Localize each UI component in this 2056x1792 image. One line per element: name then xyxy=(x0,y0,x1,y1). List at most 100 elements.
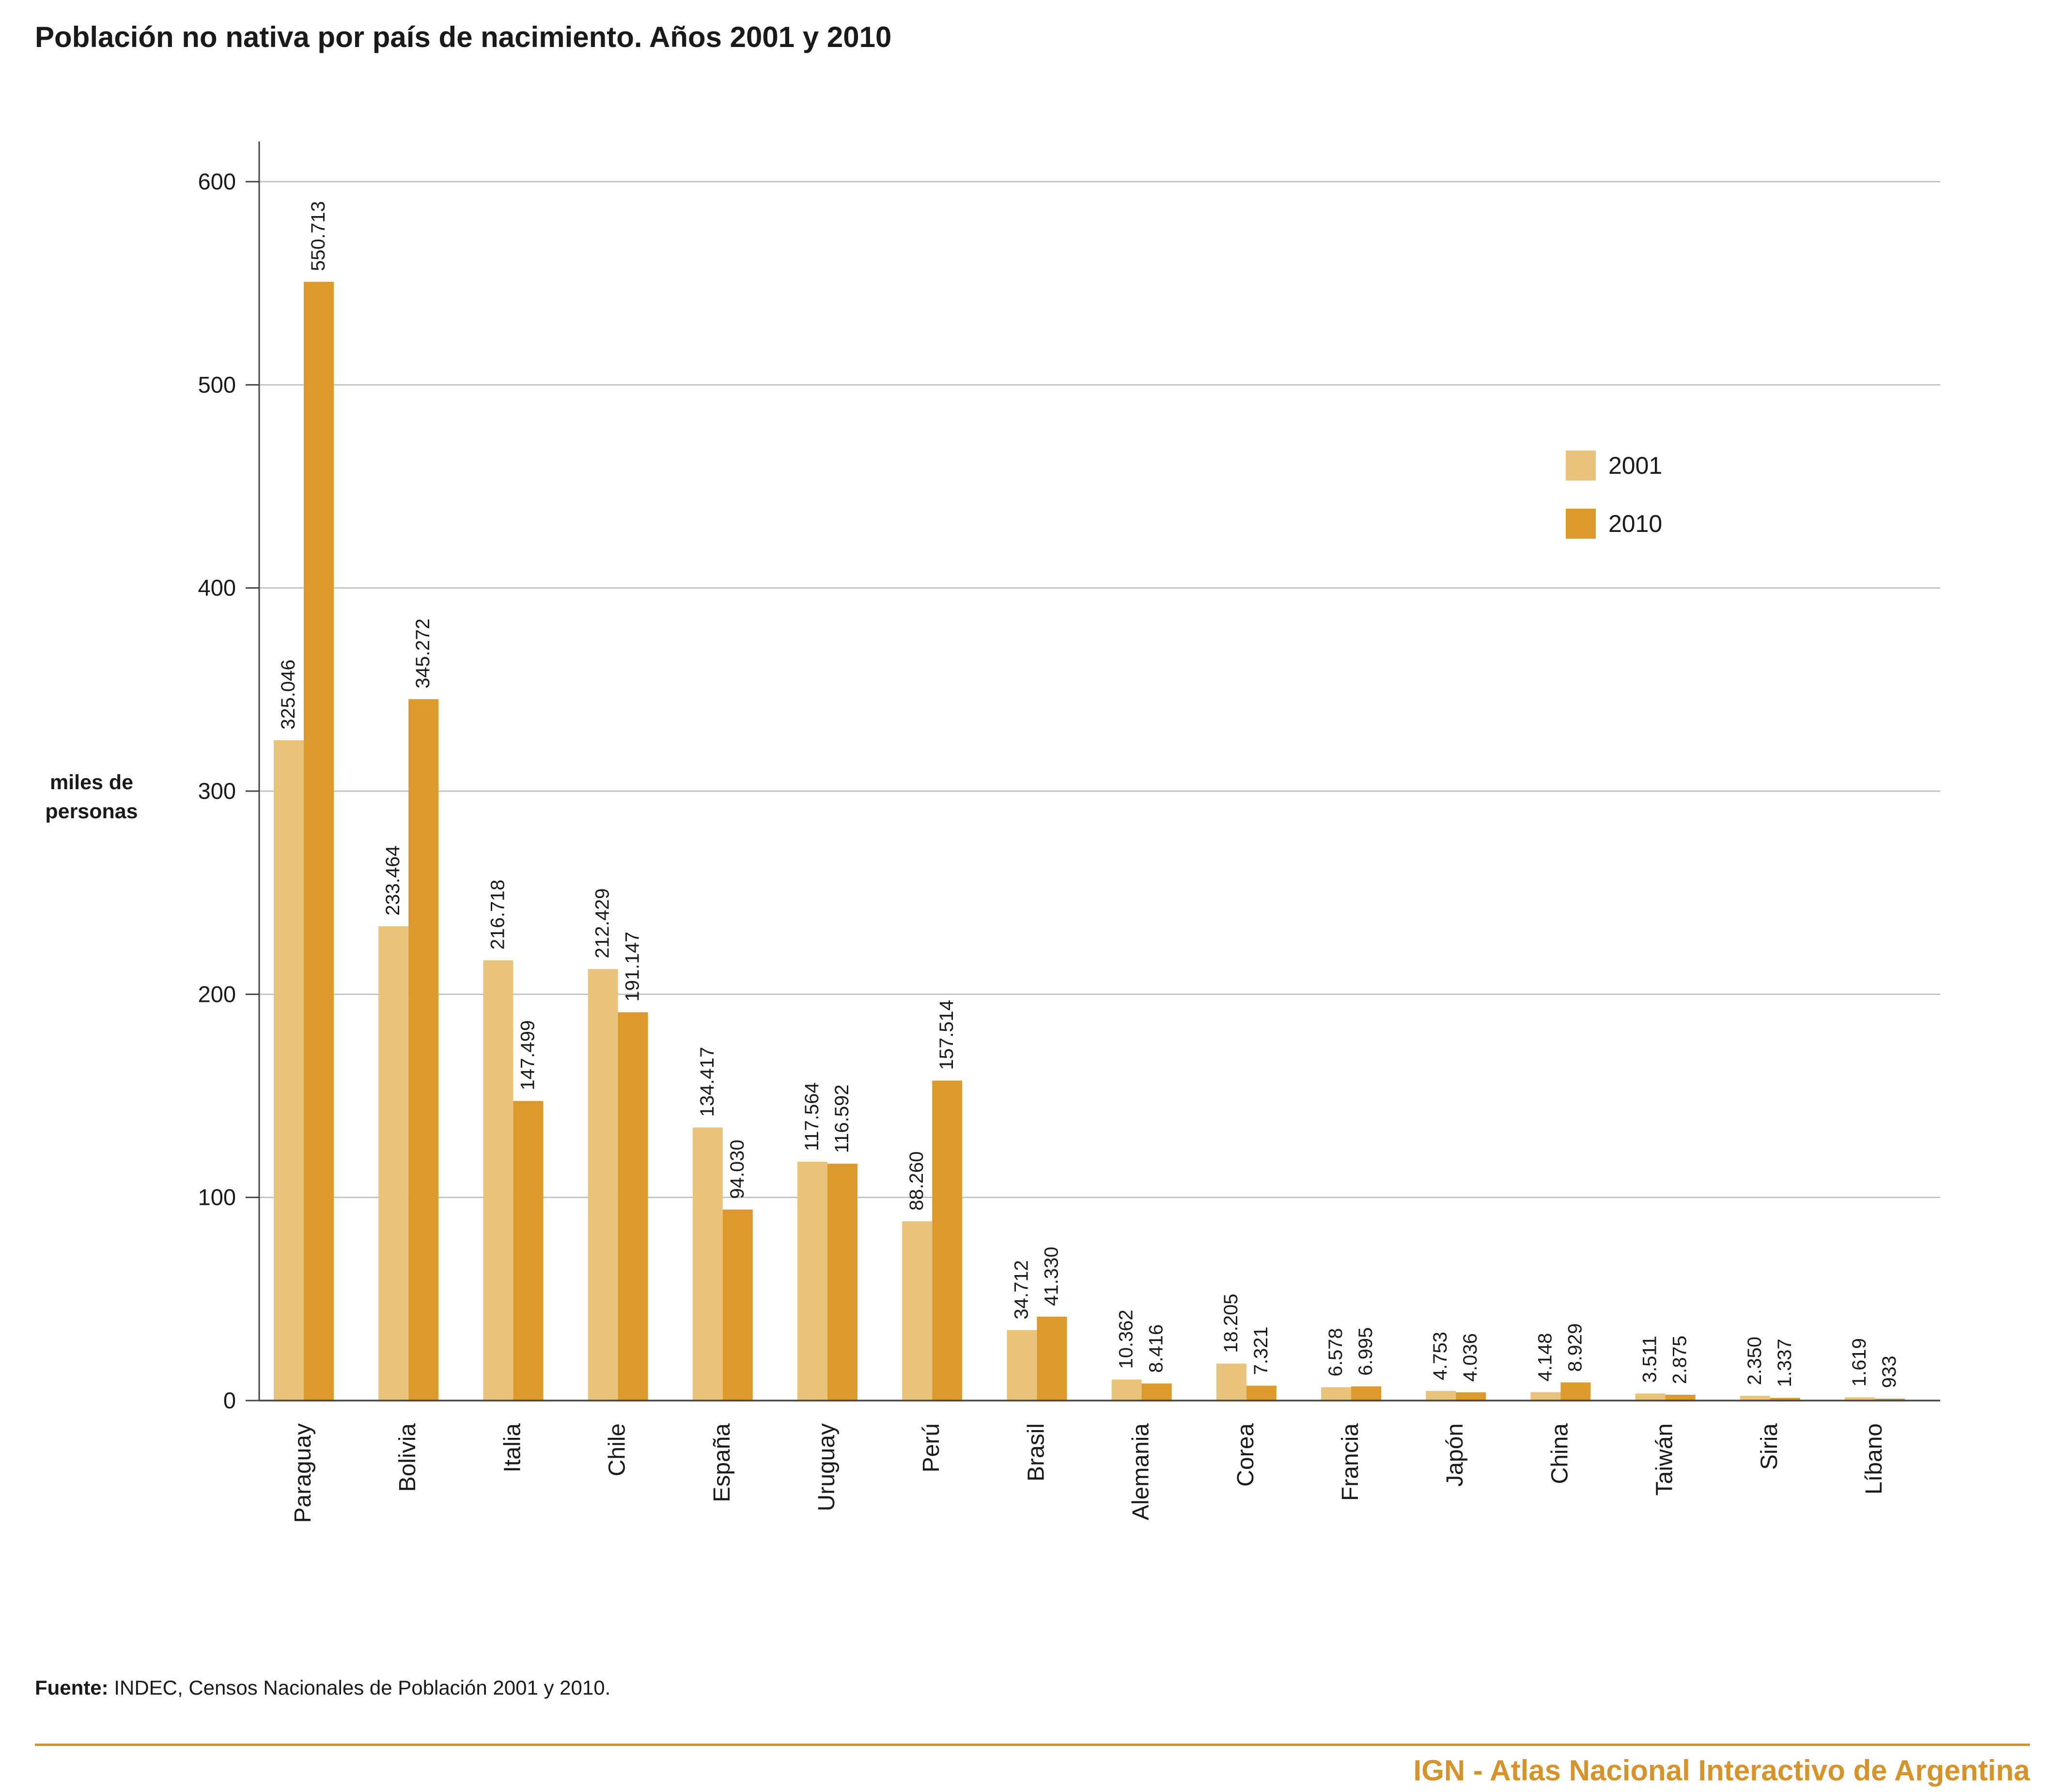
data-label-2001: 216.718 xyxy=(487,880,508,950)
category-label: Bolivia xyxy=(395,1423,421,1492)
data-label-2001: 3.511 xyxy=(1639,1336,1661,1383)
source-note: Fuente: INDEC, Censos Nacionales de Pobl… xyxy=(35,1676,610,1699)
data-label-2001: 4.753 xyxy=(1430,1332,1451,1380)
bar-2010 xyxy=(932,1080,963,1401)
y-tick-label: 300 xyxy=(198,778,236,804)
bar-2001 xyxy=(1635,1393,1666,1401)
category-label: Corea xyxy=(1233,1423,1259,1487)
data-label-2001: 325.046 xyxy=(278,659,299,730)
bar-2010 xyxy=(1665,1394,1696,1401)
y-axis-label-line-2: personas xyxy=(45,800,138,823)
bar-2010 xyxy=(1560,1382,1591,1401)
bar-2010 xyxy=(1875,1399,1905,1401)
data-label-2001: 4.148 xyxy=(1534,1333,1556,1381)
bar-2010 xyxy=(618,1012,648,1401)
data-label-2001: 10.362 xyxy=(1116,1309,1137,1369)
category-label: Chile xyxy=(605,1423,630,1476)
bar-2001 xyxy=(1216,1363,1246,1401)
bar-2001 xyxy=(274,740,304,1401)
bar-2001 xyxy=(1007,1330,1037,1401)
bar-2001 xyxy=(1426,1391,1456,1401)
bar-2001 xyxy=(588,969,618,1401)
bar-2010 xyxy=(1141,1383,1172,1401)
category-label: Paraguay xyxy=(290,1423,316,1523)
data-label-2010: 1.337 xyxy=(1774,1339,1795,1387)
bar-2001 xyxy=(1530,1392,1561,1401)
data-label-2010: 7.321 xyxy=(1250,1326,1272,1375)
category-label: Perú xyxy=(919,1423,944,1472)
bar-2001 xyxy=(1111,1379,1142,1401)
data-label-2001: 212.429 xyxy=(592,888,613,959)
data-label-2010: 94.030 xyxy=(727,1139,748,1199)
bar-2010 xyxy=(1246,1386,1277,1401)
bar-2001 xyxy=(797,1162,827,1401)
data-label-2010: 345.272 xyxy=(412,619,434,689)
bar-2010 xyxy=(1456,1392,1486,1401)
category-label: España xyxy=(709,1423,735,1502)
category-label: Uruguay xyxy=(814,1423,840,1511)
footer-credit: IGN - Atlas Nacional Interactivo de Arge… xyxy=(1413,1754,2030,1787)
data-label-2010: 8.929 xyxy=(1564,1323,1586,1371)
data-label-2010: 191.147 xyxy=(622,932,643,1002)
bar-2001 xyxy=(1740,1396,1770,1401)
data-label-2010: 4.036 xyxy=(1460,1333,1481,1382)
bar-2001 xyxy=(1321,1387,1351,1401)
data-label-2001: 117.564 xyxy=(801,1082,823,1151)
bar-2001 xyxy=(1845,1397,1875,1401)
bar-2010 xyxy=(1037,1316,1067,1401)
data-label-2010: 2.875 xyxy=(1669,1336,1691,1384)
bar-2001 xyxy=(378,926,409,1401)
bar-chart: 0 100 200 300 400 500 600 325.046 550.713 Paragua… xyxy=(198,141,1940,1523)
data-label-2001: 2.350 xyxy=(1744,1337,1765,1385)
y-tick-label: 600 xyxy=(198,169,236,194)
legend-swatch-2001 xyxy=(1566,451,1596,481)
y-tick-label: 100 xyxy=(198,1184,236,1210)
bar-2001 xyxy=(692,1127,723,1401)
legend-label-2010: 2010 xyxy=(1608,510,1662,537)
data-label-2010: 41.330 xyxy=(1041,1247,1062,1306)
y-axis-label-line-1: miles de xyxy=(49,771,134,794)
category-label: Japón xyxy=(1442,1423,1468,1487)
data-label-2001: 18.205 xyxy=(1220,1293,1242,1353)
data-label-2001: 1.619 xyxy=(1849,1338,1870,1387)
category-label: Brasil xyxy=(1023,1423,1049,1481)
data-label-2010: 147.499 xyxy=(517,1020,538,1091)
bar-2001 xyxy=(902,1221,933,1401)
data-label-2001: 6.578 xyxy=(1325,1328,1346,1376)
source-prefix: Fuente: xyxy=(35,1676,109,1699)
category-label: Siria xyxy=(1757,1423,1782,1470)
y-tick-label: 0 xyxy=(223,1387,236,1413)
category-label: Francia xyxy=(1338,1423,1363,1501)
data-label-2001: 88.260 xyxy=(906,1152,927,1211)
data-label-2001: 134.417 xyxy=(697,1047,718,1117)
data-label-2010: 157.514 xyxy=(936,1000,957,1070)
bar-2010 xyxy=(1351,1386,1381,1401)
data-label-2010: 550.713 xyxy=(308,201,329,271)
chart-title: Población no nativa por país de nacimien… xyxy=(35,21,892,53)
category-label: Líbano xyxy=(1861,1423,1887,1495)
bar-2001 xyxy=(483,960,514,1401)
y-tick-label: 500 xyxy=(198,372,236,397)
y-axis-label: miles de personas xyxy=(31,768,152,826)
data-label-2001: 233.464 xyxy=(382,845,404,916)
bar-2010 xyxy=(1770,1398,1800,1401)
bar-2010 xyxy=(722,1209,753,1401)
legend-label-2001: 2001 xyxy=(1608,452,1662,479)
bar-2010 xyxy=(408,699,439,1401)
data-label-2010: 6.995 xyxy=(1355,1327,1376,1376)
legend-swatch-2010 xyxy=(1566,509,1596,539)
data-label-2010: 8.416 xyxy=(1146,1325,1167,1373)
category-label: China xyxy=(1547,1423,1573,1484)
source-text: INDEC, Censos Nacionales de Población 20… xyxy=(108,1676,611,1699)
category-label: Italia xyxy=(499,1423,525,1473)
data-label-2010: 933 xyxy=(1879,1356,1900,1388)
bar-2010 xyxy=(827,1164,857,1401)
y-tick-label: 200 xyxy=(198,981,236,1007)
footer-divider xyxy=(35,1744,2030,1746)
category-label: Taiwán xyxy=(1652,1423,1678,1496)
y-tick-label: 400 xyxy=(198,575,236,601)
bar-2010 xyxy=(513,1101,544,1401)
data-label-2010: 116.592 xyxy=(831,1084,853,1153)
data-label-2001: 34.712 xyxy=(1011,1260,1032,1319)
bar-2010 xyxy=(304,281,334,1401)
